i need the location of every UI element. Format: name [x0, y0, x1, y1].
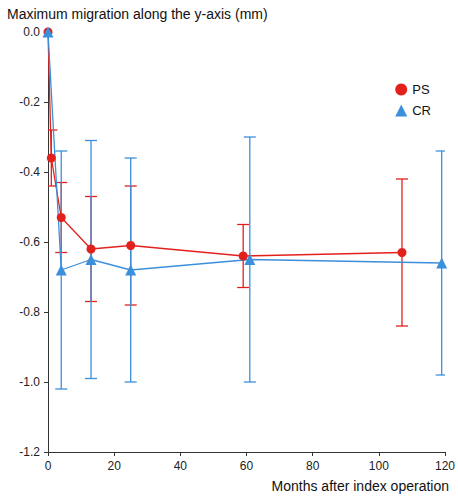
svg-text:80: 80 [306, 459, 320, 473]
svg-text:-0.2: -0.2 [19, 95, 40, 109]
svg-text:PS: PS [412, 82, 430, 97]
svg-text:0: 0 [45, 459, 52, 473]
svg-text:-0.8: -0.8 [19, 305, 40, 319]
svg-text:0.0: 0.0 [23, 25, 40, 39]
svg-text:-0.6: -0.6 [19, 235, 40, 249]
svg-text:Months after index operation: Months after index operation [272, 478, 449, 494]
svg-text:60: 60 [240, 459, 254, 473]
svg-text:-1.0: -1.0 [19, 375, 40, 389]
svg-text:CR: CR [412, 103, 431, 118]
svg-text:100: 100 [369, 459, 389, 473]
svg-text:120: 120 [435, 459, 455, 473]
svg-text:Maximum migration along the y-: Maximum migration along the y-axis (mm) [7, 6, 268, 22]
svg-text:40: 40 [174, 459, 188, 473]
svg-text:20: 20 [107, 459, 121, 473]
svg-text:-1.2: -1.2 [19, 445, 40, 459]
svg-text:-0.4: -0.4 [19, 165, 40, 179]
